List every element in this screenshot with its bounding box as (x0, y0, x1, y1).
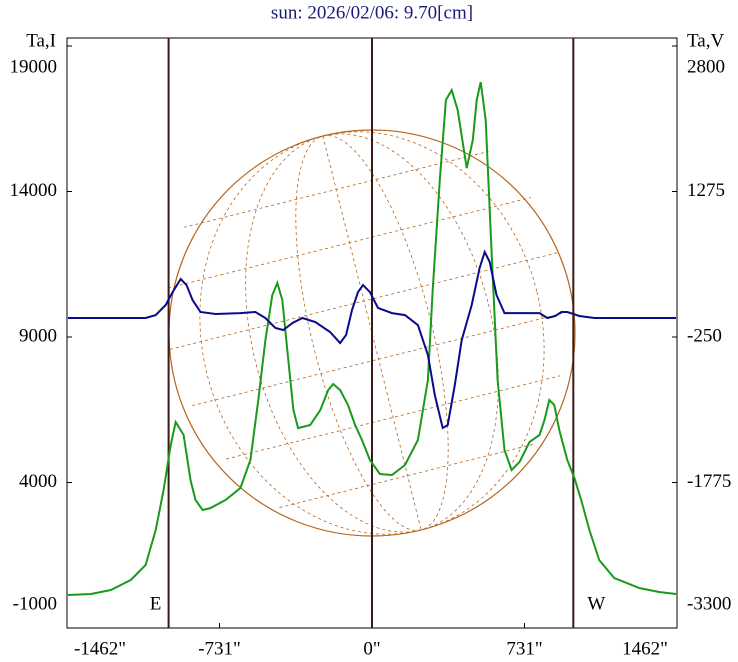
parallel (279, 443, 536, 508)
parallel (183, 151, 489, 228)
chart-title: sun: 2026/02/06: 9.70[cm] (271, 2, 473, 23)
parallel (169, 252, 559, 350)
y2-axis-label: Ta,V (687, 30, 724, 51)
limb-label: E (150, 593, 162, 614)
series-line (68, 249, 676, 430)
parallel (167, 197, 532, 289)
y2-tick-label: 2800 (687, 56, 725, 77)
series-line (67, 81, 677, 596)
y-tick-label: 19000 (10, 56, 58, 77)
y-axis-label: Ta,I (26, 30, 56, 51)
x-tick-label: 1462" (622, 638, 668, 659)
y-tick-label: -1000 (13, 593, 57, 614)
y-tick-label: 9000 (19, 325, 57, 346)
meridian (199, 131, 545, 535)
x-tick-label: -731" (198, 638, 241, 659)
parallel (192, 312, 565, 407)
y2-tick-label: -1775 (687, 471, 731, 492)
meridian (245, 133, 499, 533)
y2-tick-label: 1275 (687, 180, 725, 201)
x-tick-label: 731" (506, 638, 542, 659)
y2-tick-label: -3300 (687, 593, 731, 614)
limb-label: W (587, 593, 605, 614)
y-tick-label: 4000 (19, 471, 57, 492)
y2-tick-label: -250 (687, 325, 722, 346)
x-tick-label: 0" (363, 638, 380, 659)
x-tick-label: -1462" (74, 638, 126, 659)
y-tick-label: 14000 (10, 180, 58, 201)
